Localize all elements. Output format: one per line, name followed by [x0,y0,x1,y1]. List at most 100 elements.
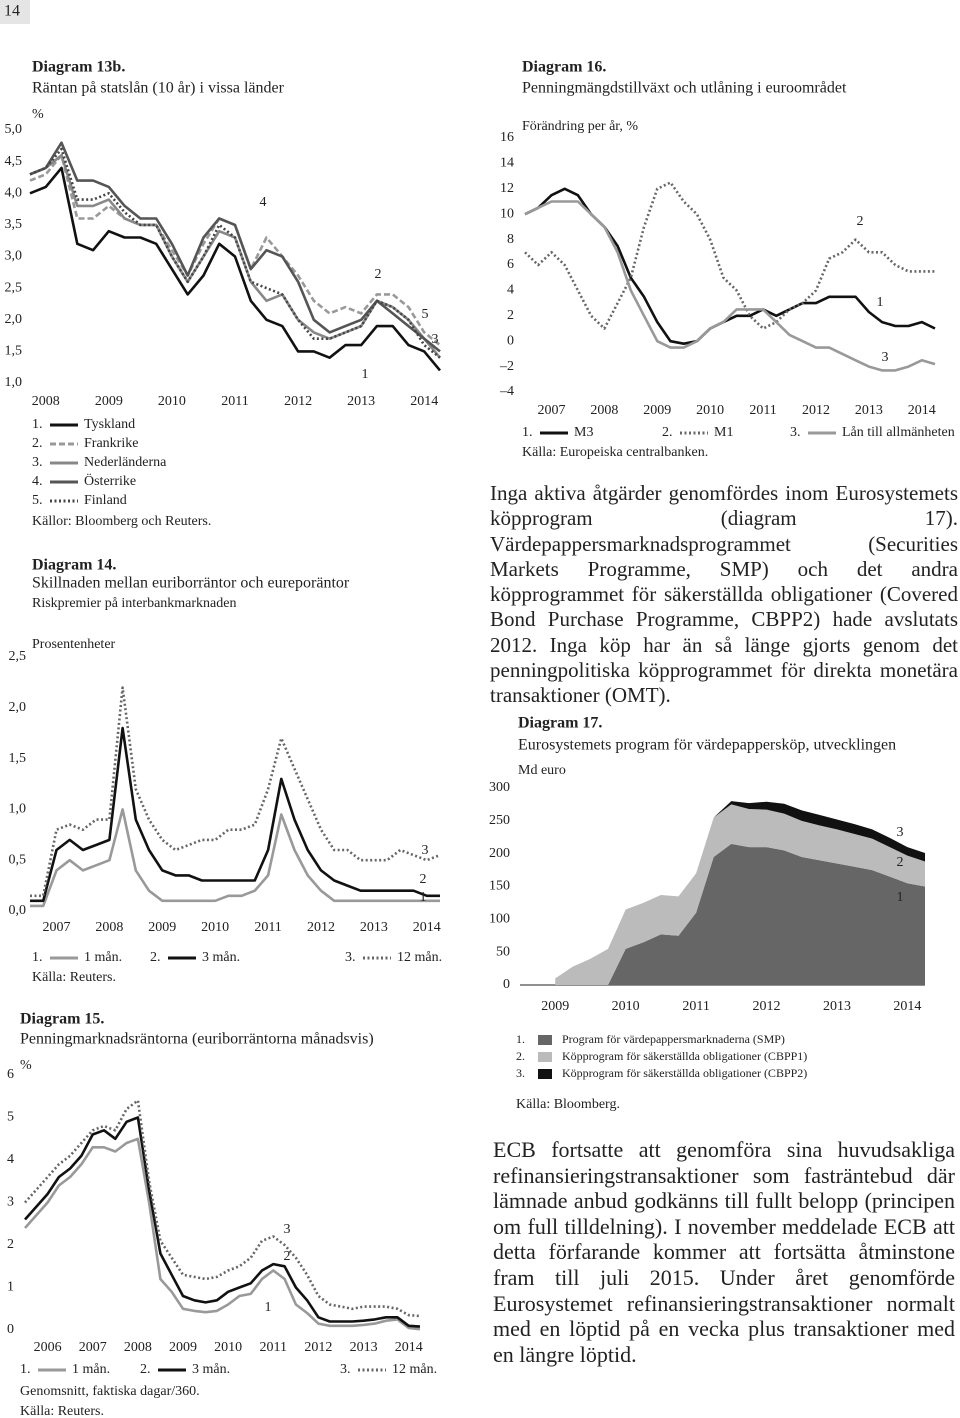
x-tick-label: 2008 [124,1340,152,1355]
line-marker-label: 3 [897,825,904,840]
line [30,686,441,898]
subtitle: Skillnaden mellan euriborräntor och eure… [32,575,350,592]
x-tick-label: 2009 [541,999,569,1014]
y-tick-label: 3,5 [5,217,23,232]
legend-label: Österrike [84,472,136,489]
x-tick-label: 2014 [413,920,441,935]
y-tick-label: 3 [7,1195,14,1210]
line [24,1099,421,1318]
legend-key: 1. [32,950,43,965]
line-marker-label: 2 [284,1249,291,1264]
x-tick-label: 2009 [148,920,176,935]
x-tick-label: 2011 [682,999,709,1014]
y-tick-label: 2 [7,1237,14,1252]
y-tick-label: 6 [7,1067,14,1082]
x-tick-label: 2008 [590,403,618,418]
line [30,726,440,903]
subtitle: Eurosystemets program för värdepapperskö… [518,737,896,754]
y-tick-label: 250 [489,813,510,828]
title: Diagram 13b. [32,59,125,76]
y-tick-label: 1,0 [5,375,23,390]
legend-swatch [538,1035,552,1045]
subtitle: Penningmarknadsräntorna (euriborräntorna… [20,1031,374,1048]
legend-key: 2. [662,425,673,440]
line-marker-label: 3 [422,843,429,858]
legend-key: 1. [522,425,533,440]
line-marker-label: 3 [284,1222,291,1237]
page-number-box [0,0,30,24]
y-tick-label: 100 [489,912,510,927]
y-tick-label: 1,5 [5,344,23,359]
line-marker-label: 5 [422,307,429,322]
x-tick-label: 2011 [749,403,776,418]
line-marker-label: 2 [857,214,864,229]
legend-label: Köpprogram för säkerställda obligationer… [562,1066,807,1080]
x-tick-label: 2014 [908,403,936,418]
source: Källa: Europeiska centralbanken. [522,445,708,460]
x-tick-label: 2013 [855,403,883,418]
line-marker-label: 3 [432,332,439,347]
legend-label: 12 mån. [392,1362,437,1377]
legend-label: Finland [84,493,127,508]
x-tick-label: 2014 [395,1340,423,1355]
x-tick-label: 2013 [350,1340,378,1355]
line [29,141,441,353]
y-tick-label: 50 [496,944,510,959]
legend-key: 5. [32,493,43,508]
title: Diagram 16. [522,59,606,76]
legend-label: M1 [714,425,733,440]
y-tick-label: 1 [7,1280,14,1295]
line-marker-label: 1 [420,890,427,905]
y-tick-label: –2 [499,359,514,374]
line-marker-label: 1 [265,1300,272,1315]
legend-key: 2. [516,1049,525,1063]
legend-key: 2. [140,1362,151,1377]
source: Källa: Bloomberg. [516,1097,620,1112]
area [555,804,925,985]
source: Källa: Reuters. [20,1404,104,1418]
y-tick-label: 2 [507,308,514,323]
legend-label: Lån till allmänheten [842,425,955,440]
y-tick-label: 0 [507,333,514,348]
y-tick-label: 16 [500,130,514,145]
line-marker-label: 2 [897,855,904,870]
x-tick-label: 2007 [537,403,565,418]
legend-key: 3. [790,425,801,440]
y-tick-label: 5,0 [5,122,23,137]
legend-key: 1. [32,417,43,432]
line [24,1137,421,1331]
title: Diagram 14. [32,557,116,574]
y-tick-label: 3,0 [5,249,23,264]
legend-label: Frankrike [84,436,138,451]
line-marker-label: 2 [420,872,427,887]
legend-label: 12 mån. [397,950,442,965]
subtitle: Penningmängdstillväxt och utlåning i eur… [522,80,847,97]
y-tick-label: 8 [507,232,514,247]
legend-label: 1 mån. [72,1362,110,1377]
paragraph: ECB fortsatte att genomföra sina huvudsa… [493,1137,955,1367]
title: Diagram 17. [518,715,602,732]
x-tick-label: 2014 [410,394,438,409]
legend-label: Tyskland [84,417,135,432]
line [524,200,936,372]
area [555,843,925,985]
x-tick-label: 2013 [360,920,388,935]
y-tick-label: 12 [500,181,514,196]
legend-label: Program för värdepappersmarknaderna (SMP… [562,1032,785,1046]
y-label: Md euro [518,763,566,778]
note: Genomsnitt, faktiska dagar/360. [20,1384,200,1399]
y-tick-label: 10 [500,206,514,221]
legend-swatch [538,1052,552,1062]
legend-label: 3 mån. [202,950,240,965]
line [524,187,936,345]
x-tick-label: 2007 [42,920,70,935]
x-tick-label: 2009 [643,403,671,418]
legend-label: Nederländerna [84,455,167,470]
legend-key: 1. [20,1362,31,1377]
y-tick-label: 0,5 [9,852,27,867]
y-tick-label: 2,5 [9,649,27,664]
x-tick-label: 2010 [612,999,640,1014]
y-tick-label: 0,0 [9,903,27,918]
x-tick-label: 2011 [254,920,281,935]
